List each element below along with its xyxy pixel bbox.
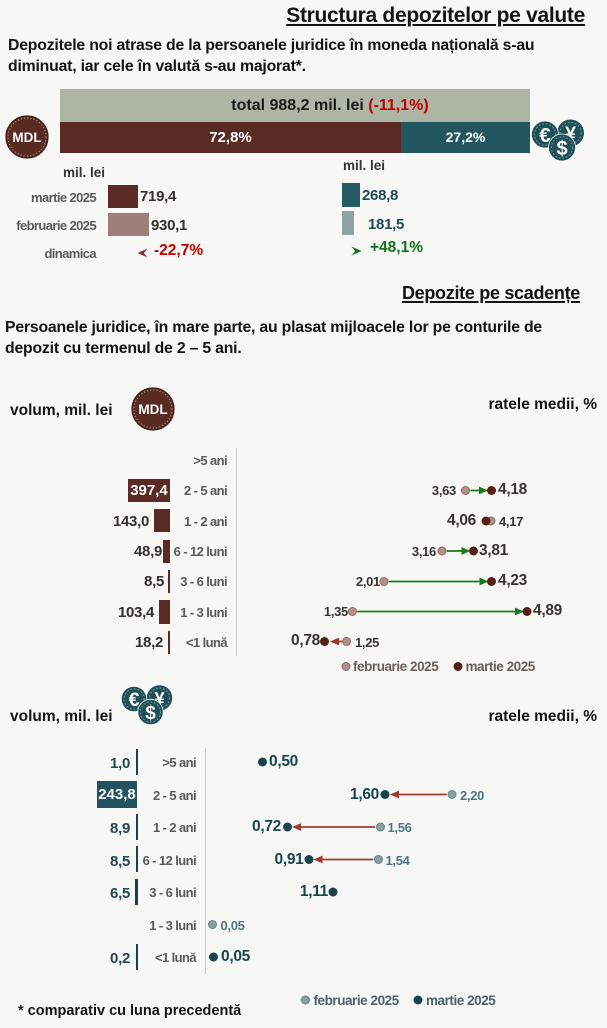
svg-text:€: € bbox=[539, 124, 551, 147]
svg-text:¥: ¥ bbox=[154, 688, 165, 709]
svg-text:MDL: MDL bbox=[138, 402, 167, 417]
svg-text:$: $ bbox=[556, 138, 567, 160]
svg-text:¥: ¥ bbox=[565, 123, 576, 145]
svg-text:€: € bbox=[129, 689, 140, 711]
svg-text:$: $ bbox=[145, 703, 156, 724]
svg-text:MDL: MDL bbox=[12, 130, 41, 145]
